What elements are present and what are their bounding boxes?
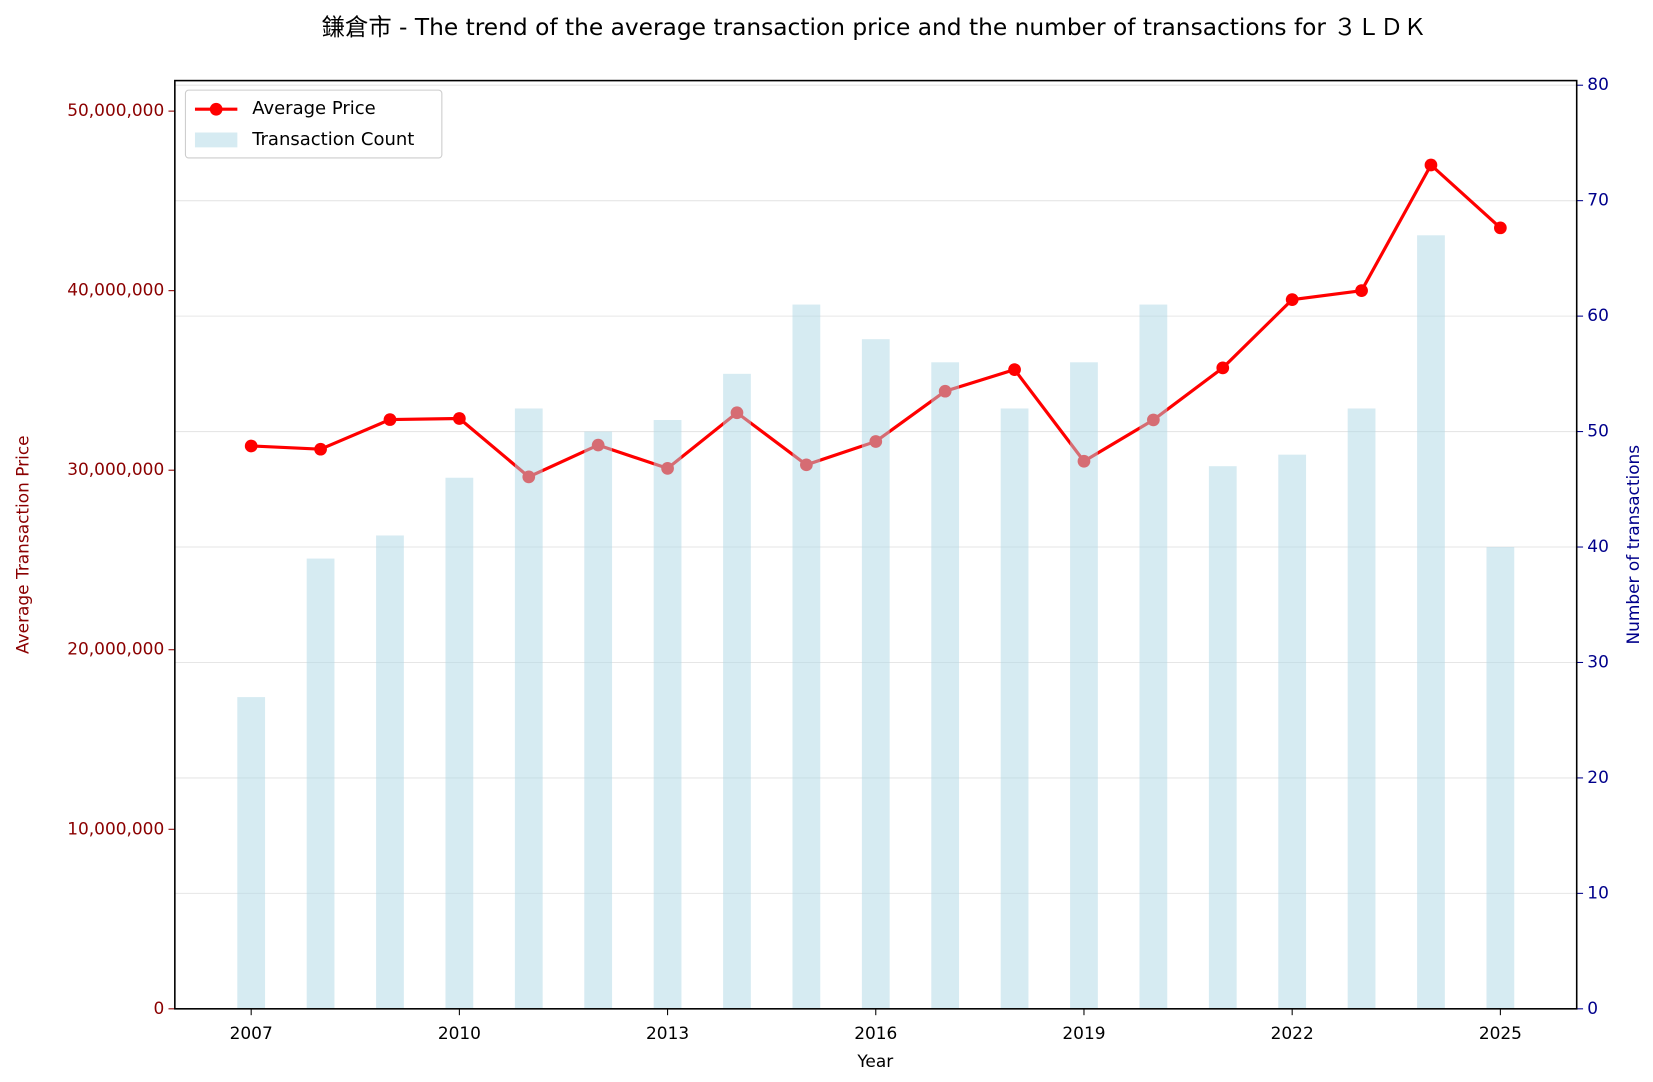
y-tick-label: 10,000,000 [67,818,164,838]
y-tick-label: 50,000,000 [67,100,164,120]
y-tick-label: 40,000,000 [67,280,164,300]
x-tick-label: 2013 [646,1023,689,1043]
price-point [1285,293,1299,306]
y2-tick-label: 20 [1587,767,1609,787]
count-bar [237,697,266,1009]
price-point [383,413,397,426]
legend-label: Transaction Count [251,129,414,150]
count-bar [723,373,751,1009]
count-bar [1000,408,1029,1009]
count-bar [376,535,404,1009]
y2-tick-label: 0 [1587,998,1598,1018]
y2-tick-label: 60 [1587,305,1609,325]
price-point [314,442,327,456]
y2-tick-label: 40 [1587,536,1609,556]
count-bar [1486,547,1515,1009]
y2-tick-label: 10 [1587,882,1609,902]
count-bar [445,477,474,1009]
y2-tick-label: 80 [1587,74,1609,94]
y2-tick-label: 30 [1587,651,1609,671]
count-bar [861,339,890,1009]
y-tick-label: 0 [153,998,164,1018]
y2-tick-label: 70 [1587,190,1609,210]
count-bar [306,558,335,1009]
legend-box [184,89,443,159]
count-bar [931,362,960,1009]
count-bar [792,304,821,1009]
y-axis-label: Average Transaction Price [12,435,32,654]
y2-tick-label: 50 [1587,421,1609,441]
x-tick-label: 2016 [854,1023,897,1043]
count-bar [1417,235,1445,1009]
count-bar [1347,408,1376,1009]
x-tick-label: 2019 [1062,1023,1105,1043]
price-point [1494,221,1507,235]
price-point [1424,158,1438,172]
count-bar [584,431,613,1009]
x-tick-label: 2022 [1271,1023,1314,1043]
legend-swatch [209,102,223,116]
y-tick-label: 20,000,000 [67,639,164,659]
legend-label: Average Price [252,98,376,119]
count-bar [514,408,543,1009]
count-bar [653,420,682,1009]
count-bar [1139,304,1168,1009]
price-point [1216,361,1230,375]
chart-title: 鎌倉市 - The trend of the average transacti… [322,14,1427,41]
y-tick-label: 30,000,000 [67,459,164,479]
legend: Average Price Transaction Count [184,89,443,159]
price-point [1355,284,1368,298]
count-bar [1278,454,1307,1009]
x-axis-label: Year [856,1051,893,1071]
x-tick-label: 2025 [1479,1023,1522,1043]
x-tick-label: 2007 [230,1023,273,1043]
price-point [244,439,258,453]
count-bar [1070,362,1098,1009]
y2-axis-label: Number of transactions [1623,445,1643,645]
price-point [453,412,466,425]
price-point [1008,363,1021,377]
plot-frame [174,79,1578,1010]
count-bar [1208,466,1237,1009]
x-tick-label: 2010 [438,1023,481,1043]
legend-swatch [194,132,238,148]
